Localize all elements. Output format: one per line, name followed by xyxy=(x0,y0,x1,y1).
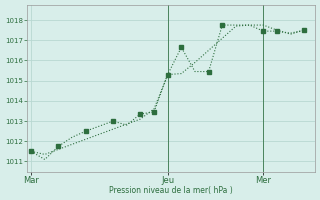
X-axis label: Pression niveau de la mer( hPa ): Pression niveau de la mer( hPa ) xyxy=(109,186,233,195)
